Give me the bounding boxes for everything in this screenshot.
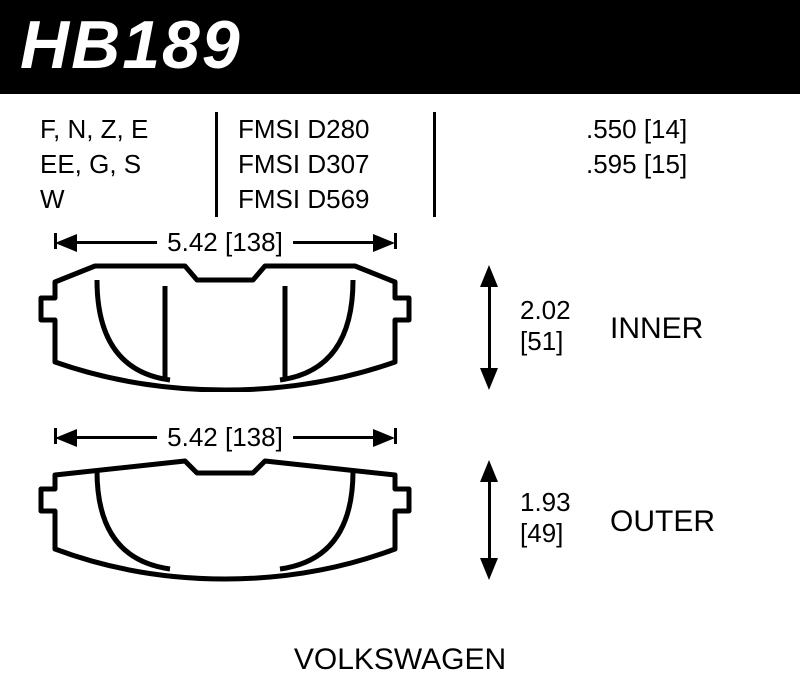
fmsi-line: FMSI D569 xyxy=(238,182,433,217)
inner-height-dimension xyxy=(480,265,498,390)
fmsi-column: FMSI D280 FMSI D307 FMSI D569 xyxy=(218,112,433,217)
fmsi-line: FMSI D307 xyxy=(238,147,433,182)
thickness-column: .550 [14] .595 [15] xyxy=(436,112,770,217)
thickness-line: .595 [15] xyxy=(586,147,770,182)
compound-line: F, N, Z, E xyxy=(40,112,215,147)
arrow-down-icon xyxy=(480,368,498,390)
arrow-up-icon xyxy=(480,265,498,287)
header-bar: HB189 xyxy=(0,0,800,94)
outer-width-dimension: 5.42 [138] xyxy=(55,422,395,453)
brand-label: VOLKSWAGEN xyxy=(0,643,800,677)
outer-width-label: 5.42 [138] xyxy=(157,422,293,453)
outer-pad-shape xyxy=(35,457,415,582)
outer-height-label: 1.93 [49] xyxy=(520,487,571,549)
inner-pad-shape xyxy=(35,262,415,392)
diagram-area: 5.42 [138] 2.02 [51] INNER 5.42 [138] xyxy=(0,227,800,647)
arrow-down-icon xyxy=(480,558,498,580)
arrow-left-icon xyxy=(55,429,77,447)
arrow-right-icon xyxy=(373,429,395,447)
arrow-left-icon xyxy=(55,234,77,252)
outer-label: OUTER xyxy=(610,505,715,539)
part-number: HB189 xyxy=(20,6,780,84)
inner-label: INNER xyxy=(610,312,703,346)
outer-height-dimension xyxy=(480,460,498,580)
inner-width-label: 5.42 [138] xyxy=(157,227,293,258)
arrow-right-icon xyxy=(373,234,395,252)
compound-line: EE, G, S xyxy=(40,147,215,182)
compound-line: W xyxy=(40,182,215,217)
inner-width-dimension: 5.42 [138] xyxy=(55,227,395,258)
arrow-up-icon xyxy=(480,460,498,482)
compounds-column: F, N, Z, E EE, G, S W xyxy=(40,112,215,217)
spec-row: F, N, Z, E EE, G, S W FMSI D280 FMSI D30… xyxy=(0,94,800,227)
thickness-line: .550 [14] xyxy=(586,112,770,147)
fmsi-line: FMSI D280 xyxy=(238,112,433,147)
inner-height-label: 2.02 [51] xyxy=(520,295,571,357)
